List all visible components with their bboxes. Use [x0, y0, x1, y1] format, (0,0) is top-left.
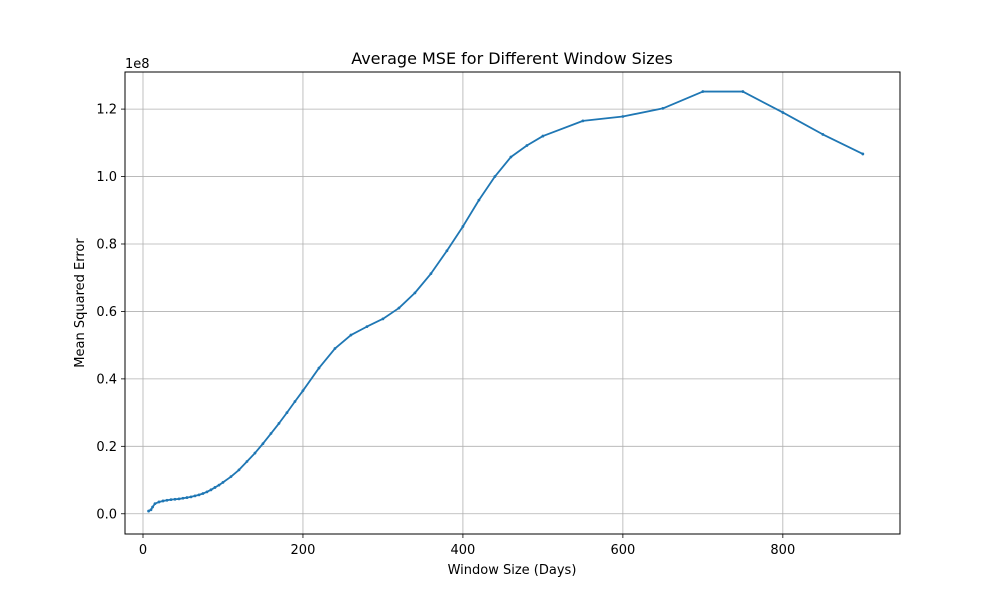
- series-layer: [147, 90, 865, 513]
- data-point: [193, 494, 197, 498]
- data-point: [161, 499, 165, 503]
- data-point: [245, 460, 249, 463]
- data-point: [349, 333, 353, 337]
- y-tick-label: 0.4: [96, 372, 117, 387]
- data-point: [157, 500, 161, 504]
- grid-layer: [125, 72, 900, 534]
- chart-title: Average MSE for Different Window Sizes: [351, 49, 673, 68]
- y-tick-label: 1.0: [96, 170, 117, 185]
- data-point: [581, 119, 585, 123]
- data-point: [189, 495, 193, 499]
- data-point: [181, 496, 185, 500]
- data-point: [701, 90, 705, 93]
- data-point: [301, 389, 305, 393]
- data-point: [285, 411, 289, 414]
- data-point: [821, 132, 825, 136]
- data-point: [741, 90, 745, 93]
- axis-layer: 0 200 400 600 800 0.0 0.2 0.4 0.6 0.8 1.0 1.2: [96, 103, 795, 558]
- data-point: [277, 421, 281, 425]
- data-point: [149, 508, 153, 512]
- data-point: [493, 175, 497, 178]
- data-point: [269, 432, 273, 435]
- data-point: [365, 325, 369, 329]
- data-point: [445, 249, 449, 253]
- y-offset-label: 1e8: [125, 57, 150, 72]
- y-tick-label: 0.2: [96, 440, 117, 455]
- data-point: [147, 509, 150, 513]
- data-point: [781, 111, 785, 114]
- data-point: [165, 498, 169, 502]
- data-point: [205, 490, 209, 494]
- data-point: [253, 451, 257, 455]
- data-point: [201, 492, 205, 495]
- data-point: [221, 481, 225, 484]
- data-point: [151, 505, 154, 509]
- data-point: [153, 502, 157, 506]
- x-tick-label: 0: [139, 543, 147, 558]
- data-point: [177, 497, 181, 501]
- data-point: [413, 291, 417, 295]
- y-axis-label: Mean Squared Error: [73, 238, 88, 368]
- data-point: [217, 483, 221, 487]
- data-point: [461, 225, 465, 228]
- x-axis-label: Window Size (Days): [448, 563, 577, 578]
- data-point: [293, 400, 297, 403]
- data-point: [541, 134, 545, 138]
- data-point: [209, 488, 213, 492]
- data-point: [621, 115, 625, 118]
- x-tick-label: 200: [291, 543, 316, 558]
- y-tick-label: 0.8: [96, 237, 117, 252]
- data-point: [525, 144, 529, 147]
- data-point: [333, 347, 337, 350]
- plot-frame: [124, 71, 901, 535]
- data-point: [197, 493, 201, 497]
- x-tick-label: 400: [450, 543, 475, 558]
- data-point: [185, 496, 189, 499]
- data-point: [477, 198, 481, 202]
- x-tick-label: 600: [610, 543, 635, 558]
- data-point: [429, 272, 433, 276]
- data-point: [397, 306, 401, 310]
- data-point: [509, 155, 513, 159]
- data-point: [661, 107, 665, 110]
- data-point: [861, 152, 865, 156]
- data-point: [237, 468, 241, 472]
- data-point: [169, 498, 173, 501]
- y-tick-label: 0.0: [96, 507, 117, 522]
- y-tick-label: 0.6: [96, 305, 117, 320]
- x-tick-label: 800: [770, 543, 795, 558]
- data-point: [213, 486, 217, 489]
- data-point: [173, 497, 177, 501]
- data-point: [381, 317, 385, 321]
- data-point: [261, 442, 265, 446]
- data-point: [317, 366, 321, 370]
- y-tick-label: 1.2: [96, 103, 117, 118]
- data-point: [229, 475, 233, 479]
